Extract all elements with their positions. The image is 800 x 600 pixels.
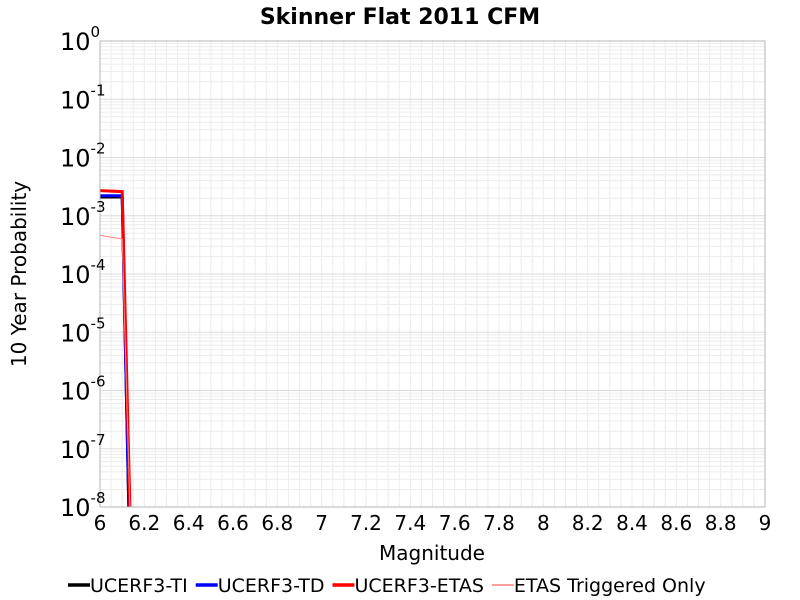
x-axis-ticks: 6 6.2 6.4 6.6 6.8 7 7.2 7.4 7.6 7.8 8 8.2 8.4 8.6 8.8 9 — [94, 511, 772, 535]
y-tick-label: 10-7 — [60, 431, 106, 464]
y-tick-exponent: -6 — [91, 373, 106, 391]
plot-border — [99, 40, 766, 508]
y-axis-label: 10 Year Probability — [7, 181, 31, 367]
y-tick-base: 10 — [60, 378, 91, 406]
y-tick-exponent: -4 — [91, 256, 106, 274]
y-tick-base: 10 — [60, 28, 91, 56]
y-tick-label: 10-4 — [60, 256, 106, 289]
y-tick-base: 10 — [60, 436, 91, 464]
x-tick-label: 6 — [94, 511, 107, 535]
y-tick-label: 10-8 — [60, 489, 106, 522]
grid — [99, 41, 766, 508]
y-tick-base: 10 — [60, 494, 91, 522]
y-tick-exponent: -2 — [91, 140, 106, 158]
x-tick-label: 7 — [315, 511, 328, 535]
x-tick-label: 6.6 — [217, 511, 249, 535]
series-etas-triggered-only — [99, 234, 131, 508]
x-tick-label: 7.4 — [394, 511, 426, 535]
y-tick-label: 10-3 — [60, 198, 106, 231]
y-tick-exponent: -8 — [91, 489, 106, 507]
legend: UCERF3-TI UCERF3-TD UCERF3-ETAS ETAS Trigge… — [68, 575, 706, 597]
x-tick-label: 6.8 — [261, 511, 293, 535]
y-tick-base: 10 — [60, 319, 91, 347]
y-tick-exponent: 0 — [91, 23, 101, 41]
legend-entry-label: UCERF3-TI — [90, 575, 188, 597]
y-tick-label: 100 — [60, 23, 100, 56]
y-tick-base: 10 — [60, 86, 91, 114]
y-tick-base: 10 — [60, 145, 91, 173]
x-axis-label: Magnitude — [379, 541, 485, 565]
y-tick-label: 10-1 — [60, 81, 106, 114]
x-tick-label: 8.4 — [616, 511, 648, 535]
x-tick-label: 9 — [759, 511, 772, 535]
chart-title: Skinner Flat 2011 CFM — [260, 5, 540, 30]
x-tick-label: 7.2 — [350, 511, 382, 535]
legend-entry-label: UCERF3-TD — [218, 575, 325, 597]
y-tick-exponent: -1 — [91, 81, 106, 99]
y-tick-exponent: -7 — [91, 431, 106, 449]
x-tick-label: 8.6 — [660, 511, 692, 535]
x-tick-label: 6.2 — [128, 511, 160, 535]
x-tick-label: 7.8 — [483, 511, 515, 535]
y-tick-label: 10-6 — [60, 373, 106, 406]
x-tick-label: 8 — [537, 511, 550, 535]
x-tick-label: 8.8 — [705, 511, 737, 535]
legend-entry-label: UCERF3-ETAS — [354, 575, 483, 597]
x-tick-label: 8.2 — [572, 511, 604, 535]
y-tick-label: 10-5 — [60, 314, 106, 347]
y-tick-exponent: -5 — [91, 314, 106, 332]
x-tick-label: 6.4 — [173, 511, 205, 535]
series-layer — [99, 189, 132, 508]
x-tick-label: 7.6 — [439, 511, 471, 535]
y-tick-base: 10 — [60, 261, 91, 289]
legend-entry-label: ETAS Triggered Only — [514, 575, 706, 597]
y-tick-base: 10 — [60, 203, 91, 231]
y-tick-label: 10-2 — [60, 140, 106, 173]
y-tick-exponent: -3 — [91, 198, 106, 216]
